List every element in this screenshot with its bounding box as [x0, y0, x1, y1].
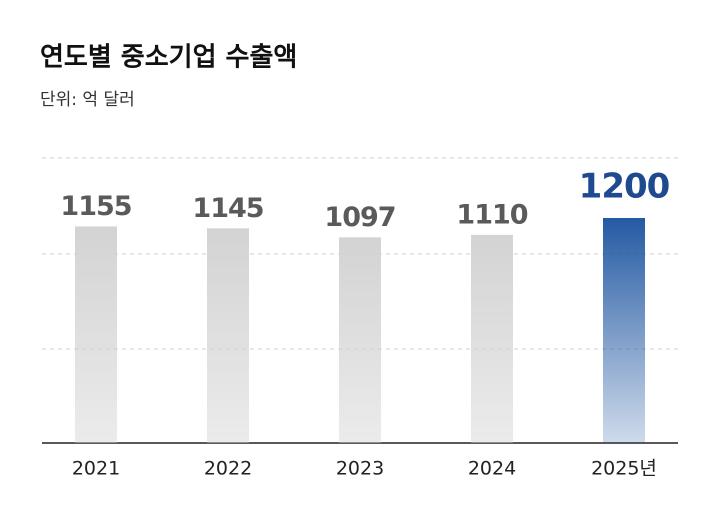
x-tick-label: 2025년	[591, 458, 657, 480]
value-label: 1200	[579, 167, 670, 207]
value-label: 1155	[60, 191, 131, 222]
x-tick-label: 2023	[336, 458, 384, 480]
chart-subtitle: 단위: 억 달러	[40, 90, 135, 110]
bar	[207, 228, 249, 443]
x-tick-label: 2021	[72, 458, 120, 480]
chart-title: 연도별 중소기업 수출액	[40, 43, 297, 73]
value-label: 1097	[324, 202, 395, 233]
bar	[603, 218, 645, 443]
x-tick-label: 2024	[468, 458, 516, 480]
bar	[75, 226, 117, 443]
value-label: 1145	[192, 193, 263, 224]
x-tick-label: 2022	[204, 458, 252, 480]
bar	[339, 237, 381, 443]
bar	[471, 234, 513, 443]
value-label: 1110	[456, 199, 527, 230]
gridlines	[42, 157, 678, 350]
